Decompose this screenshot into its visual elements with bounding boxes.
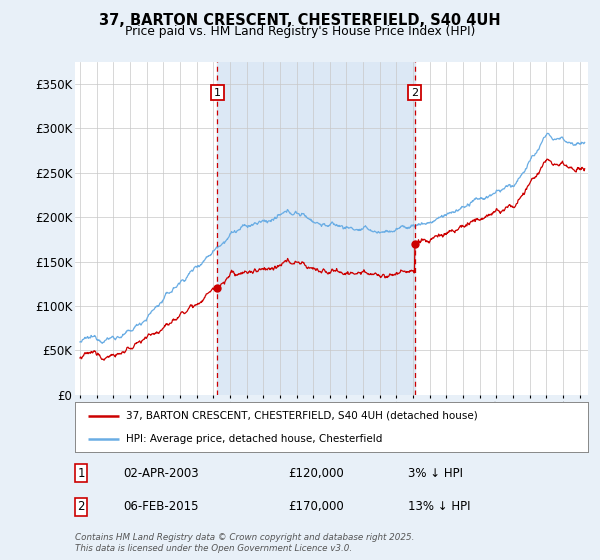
Text: 37, BARTON CRESCENT, CHESTERFIELD, S40 4UH: 37, BARTON CRESCENT, CHESTERFIELD, S40 4… — [99, 13, 501, 29]
Text: HPI: Average price, detached house, Chesterfield: HPI: Average price, detached house, Ches… — [127, 434, 383, 444]
Text: 3% ↓ HPI: 3% ↓ HPI — [408, 466, 463, 480]
Text: £170,000: £170,000 — [288, 500, 344, 514]
Text: Price paid vs. HM Land Registry's House Price Index (HPI): Price paid vs. HM Land Registry's House … — [125, 25, 475, 38]
Text: 2: 2 — [411, 88, 418, 97]
Text: 06-FEB-2015: 06-FEB-2015 — [123, 500, 199, 514]
Text: 37, BARTON CRESCENT, CHESTERFIELD, S40 4UH (detached house): 37, BARTON CRESCENT, CHESTERFIELD, S40 4… — [127, 410, 478, 421]
Text: £120,000: £120,000 — [288, 466, 344, 480]
Text: 1: 1 — [214, 88, 221, 97]
Bar — [217, 62, 415, 395]
Text: 02-APR-2003: 02-APR-2003 — [123, 466, 199, 480]
Text: 13% ↓ HPI: 13% ↓ HPI — [408, 500, 470, 514]
Text: Contains HM Land Registry data © Crown copyright and database right 2025.
This d: Contains HM Land Registry data © Crown c… — [75, 533, 415, 553]
Text: 1: 1 — [77, 466, 85, 480]
Text: 2: 2 — [77, 500, 85, 514]
